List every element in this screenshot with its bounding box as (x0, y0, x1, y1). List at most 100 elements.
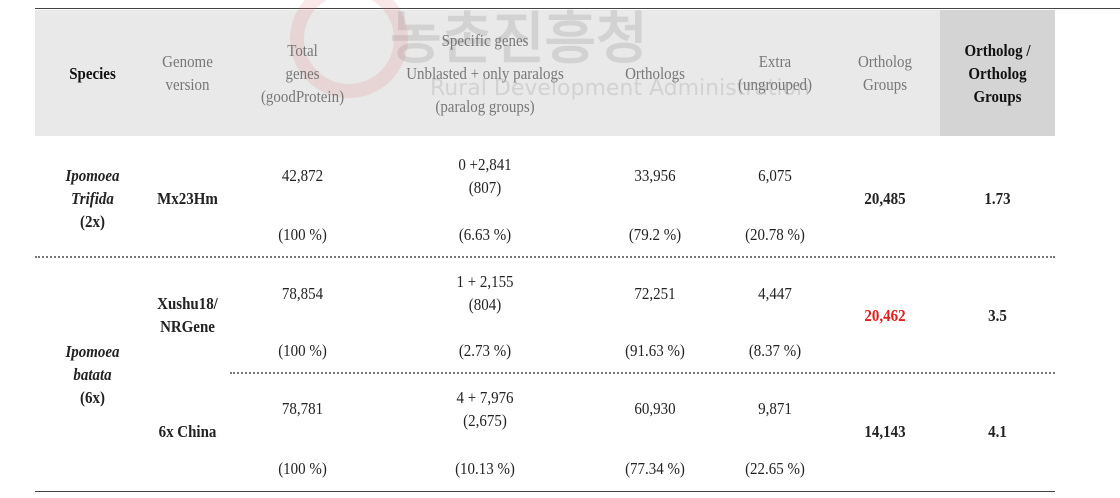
ortholog-groups: 14,143 (837, 372, 934, 490)
orthologs-percent-text: (91.63 %) (625, 340, 685, 360)
header-text: version (165, 75, 210, 94)
extra-value: 4,447 (727, 258, 824, 329)
extra-percent: (8.37 %) (727, 330, 824, 370)
specific-percent-text: (10.13 %) (455, 458, 515, 478)
species-cell: Ipomoea Trifida (2x) (42, 140, 143, 256)
header-text: Extra (758, 52, 792, 71)
orthologs-value: 60,930 (598, 372, 712, 445)
specific-percent: (6.63 %) (393, 214, 578, 254)
ratio: 4.1 (947, 372, 1048, 490)
genome-cell: 6x China (155, 372, 221, 490)
species-name: Trifida (71, 188, 114, 208)
species-name: Ipomoea (65, 165, 120, 185)
header-cell: Ortholog Groups (837, 12, 934, 134)
bottom-rule (35, 491, 1055, 492)
orthologs-percent: (91.63 %) (598, 330, 712, 370)
ortholog-groups: 20,485 (837, 140, 934, 256)
specific-text: 4 + 7,976 (456, 387, 514, 407)
genome-cell: Xushu18/NRGene (155, 258, 221, 372)
extra-text: 9,871 (758, 399, 792, 419)
header-cell: Total genes (goodProtein) (234, 12, 370, 134)
total-percent: (100 %) (234, 448, 370, 488)
header-cell: Extra (ungrouped) (727, 12, 824, 134)
total-value: 78,781 (234, 372, 370, 445)
ratio-value: 4.1 (988, 421, 1007, 441)
header-text: Ortholog (968, 63, 1027, 83)
header-text: Groups (862, 75, 908, 94)
header-text: Groups (973, 86, 1022, 106)
header-cell: Genome version (155, 12, 221, 134)
orthologs-percent-text: (79.2 %) (628, 224, 682, 244)
ratio-value: 3.5 (988, 305, 1007, 325)
subrow-divider (230, 372, 1055, 374)
header-text: (goodProtein) (260, 86, 345, 106)
total-value: 78,854 (234, 258, 370, 329)
orthologs-percent-text: (77.34 %) (625, 458, 685, 478)
ortholog-groups: 20,462 (837, 258, 934, 372)
header-text: Genome (162, 52, 213, 71)
orthologs-value: 72,251 (598, 258, 712, 329)
ratio-value: 1.73 (984, 188, 1011, 208)
row-divider (35, 256, 1055, 258)
species-name: batata (73, 364, 112, 384)
ratio: 1.73 (947, 140, 1048, 256)
extra-text: 6,075 (758, 166, 792, 186)
header-text: Ortholog (857, 52, 913, 71)
orthologs-percent: (79.2 %) (598, 214, 712, 254)
ortholog-groups-value: 14,143 (864, 421, 906, 441)
extra-text: 4,447 (758, 283, 792, 303)
total-text: 78,781 (281, 399, 324, 419)
extra-value: 9,871 (727, 372, 824, 445)
extra-percent-text: (20.78 %) (745, 224, 805, 244)
species-name: Ipomoea (65, 341, 120, 361)
total-text: 42,872 (281, 166, 324, 186)
genome-version: Mx23Hm (157, 188, 218, 208)
specific-value: 4 + 7,976 (2,675) (393, 372, 578, 445)
header-background-last (940, 10, 1055, 136)
total-percent: (100 %) (234, 214, 370, 254)
header-text: (paralog groups) (435, 96, 535, 116)
specific-percent-text: (6.63 %) (458, 224, 512, 244)
header-text: Species (69, 63, 116, 83)
specific-value: 1 + 2,155 (804) (393, 258, 578, 329)
ploidy: (2x) (80, 211, 105, 231)
extra-value: 6,075 (727, 140, 824, 212)
top-rule (35, 8, 1120, 9)
ortholog-groups-value: 20,462 (864, 305, 906, 325)
header-cell: Orthologs (598, 12, 712, 134)
genome-cell: Mx23Hm (155, 140, 221, 256)
header-text: Orthologs (625, 63, 685, 83)
header-text: Unblasted + only paralogs (406, 63, 564, 83)
orthologs-text: 60,930 (634, 399, 676, 419)
specific-percent-text: (2.73 %) (458, 340, 512, 360)
specific-value: 0 +2,841 (807) (393, 140, 578, 212)
total-percent: (100 %) (234, 330, 370, 370)
specific-text: (804) (468, 295, 502, 315)
ratio: 3.5 (947, 258, 1048, 372)
total-percent-text: (100 %) (278, 224, 327, 244)
header-cell: Specific genes Unblasted + only paralogs (… (393, 12, 578, 134)
header-text: genes (285, 63, 320, 83)
orthologs-percent: (77.34 %) (598, 448, 712, 488)
orthologs-value: 33,956 (598, 140, 712, 212)
specific-percent: (2.73 %) (393, 330, 578, 370)
extra-percent-text: (8.37 %) (748, 340, 802, 360)
total-value: 42,872 (234, 140, 370, 212)
total-text: 78,854 (281, 283, 324, 303)
specific-text: (2,675) (463, 410, 507, 430)
extra-percent-text: (22.65 %) (745, 458, 805, 478)
extra-percent: (22.65 %) (727, 448, 824, 488)
specific-text: 1 + 2,155 (456, 272, 514, 292)
genome-version: Xushu18/ (157, 294, 218, 313)
orthologs-text: 33,956 (634, 166, 676, 186)
ploidy: (6x) (80, 387, 105, 407)
header-text: Total (287, 40, 318, 60)
header-cell: Species (42, 12, 143, 134)
orthologs-text: 72,251 (634, 283, 676, 303)
total-percent-text: (100 %) (278, 458, 327, 478)
header-cell: Ortholog / Ortholog Groups (947, 12, 1048, 134)
specific-percent: (10.13 %) (393, 448, 578, 488)
genome-version: NRGene (160, 317, 215, 336)
header-text: (ungrouped) (738, 75, 812, 94)
